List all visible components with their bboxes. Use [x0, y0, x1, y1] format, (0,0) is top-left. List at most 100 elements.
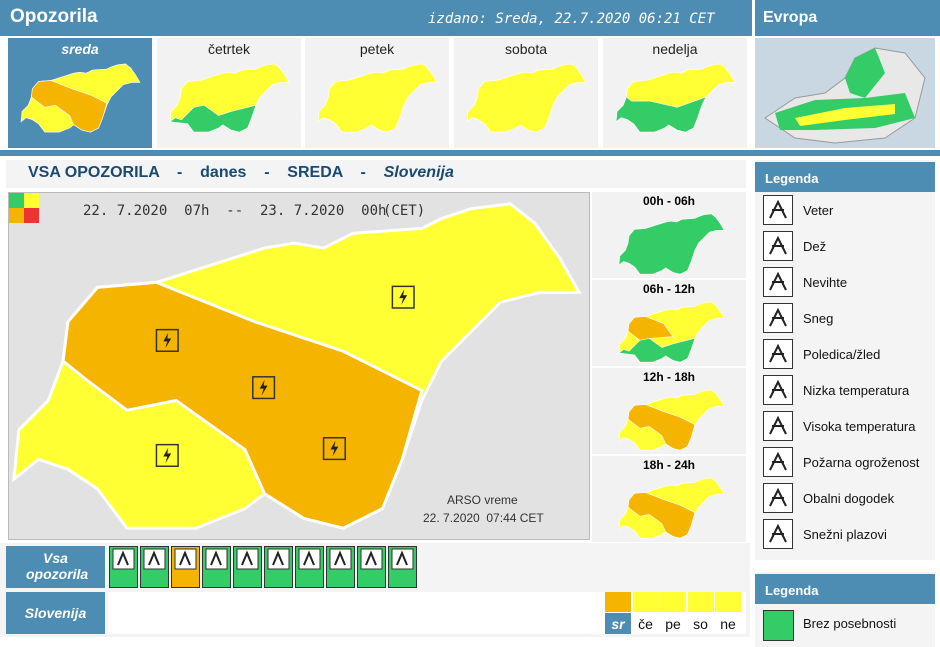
- day-level: [687, 592, 714, 612]
- map-timezone: (CET): [383, 203, 426, 219]
- warning-icon[interactable]: [264, 546, 293, 588]
- warning-region: [627, 492, 696, 539]
- icon-frame: [391, 285, 415, 309]
- day-thumbnail[interactable]: petek: [305, 38, 449, 148]
- day-level: [632, 592, 659, 612]
- europe-header[interactable]: Evropa: [755, 0, 940, 36]
- legend-item: Poledica/žled: [803, 347, 881, 362]
- warning-region: [618, 213, 725, 275]
- day-abbrev[interactable]: so: [693, 616, 708, 632]
- glyph: [769, 523, 787, 543]
- legend-icon: [763, 303, 793, 333]
- day-abbrev[interactable]: ne: [720, 616, 736, 632]
- slovenia-map: [618, 301, 725, 363]
- warning-icon[interactable]: [140, 546, 169, 588]
- legend2-title: Legenda: [755, 574, 935, 604]
- warning-icon[interactable]: [295, 546, 324, 588]
- legend-item: Snežni plazovi: [803, 527, 887, 542]
- glyph: [769, 199, 787, 219]
- glyph: [303, 550, 315, 566]
- legend-glyph: [769, 487, 787, 507]
- warning-region: [626, 63, 736, 108]
- heading-region: Slovenija: [383, 164, 454, 181]
- day-abbrev[interactable]: če: [638, 616, 653, 632]
- warning-region: [169, 104, 257, 133]
- warning-icon[interactable]: [109, 546, 138, 588]
- heading-today: danes: [200, 164, 247, 181]
- europe-title[interactable]: Evropa: [763, 9, 818, 26]
- lightning-icon: [322, 437, 346, 461]
- key-orange: [9, 208, 24, 223]
- legend-glyph: [769, 379, 787, 399]
- legend-icon: [763, 375, 793, 405]
- period-panel: 00h - 06h: [592, 192, 746, 278]
- legend-icon: [763, 231, 793, 261]
- icon-bolt: [163, 332, 172, 349]
- legend-glyph: [769, 235, 787, 255]
- glyph: [148, 550, 160, 566]
- heading: VSA OPOZORILA - danes - SREDA - Slovenij…: [6, 160, 746, 188]
- day-abbrev[interactable]: pe: [665, 616, 681, 632]
- legend-glyph: [769, 343, 787, 363]
- legend-icon: [763, 339, 793, 369]
- legend-glyph: [769, 451, 787, 471]
- warning-glyph: [329, 548, 352, 570]
- glyph: [769, 451, 787, 471]
- glyph: [769, 487, 787, 507]
- slovenia-map: [12, 202, 582, 530]
- legend-glyph: [769, 271, 787, 291]
- header-title: Opozorila: [10, 6, 98, 27]
- warning-glyph: [112, 548, 135, 570]
- warning-icon[interactable]: [202, 546, 231, 588]
- warning-icon[interactable]: [171, 546, 200, 588]
- legend-icon: [763, 195, 793, 225]
- region-label[interactable]: Slovenija: [6, 592, 105, 634]
- day-abbrev[interactable]: sr: [605, 613, 631, 634]
- slovenia-map: [618, 389, 725, 451]
- glyph: [769, 343, 787, 363]
- map-source: ARSO vreme: [447, 493, 518, 507]
- glyph: [769, 271, 787, 291]
- warning-icon[interactable]: [326, 546, 355, 588]
- period-panel: 06h - 12h: [592, 280, 746, 366]
- slovenia-map: [317, 63, 438, 133]
- slovenia-map: [169, 63, 290, 133]
- all-warnings-label[interactable]: Vsa opozorila: [6, 546, 105, 588]
- region: [845, 48, 885, 98]
- day-thumbnail[interactable]: sreda: [8, 38, 152, 148]
- warning-glyph: [267, 548, 290, 570]
- region: [795, 104, 895, 126]
- warning-glyph: [391, 548, 414, 570]
- issued-date: izdano: Sreda, 22.7.2020 06:21 CET: [428, 11, 715, 27]
- legend-item: Veter: [803, 203, 834, 218]
- day-label[interactable]: sreda: [61, 41, 99, 57]
- day-thumbnail[interactable]: četrtek: [157, 38, 301, 148]
- warning-glyph: [360, 548, 383, 570]
- europe-map[interactable]: [755, 38, 935, 148]
- day-label[interactable]: nedelja: [652, 41, 698, 57]
- warning-glyph: [236, 548, 259, 570]
- warning-icon[interactable]: [357, 546, 386, 588]
- warning-icon[interactable]: [388, 546, 417, 588]
- legend-glyph: [769, 523, 787, 543]
- lightning-icon: [252, 376, 276, 400]
- icon-frame: [322, 437, 346, 461]
- europe-map-graphic: [764, 47, 926, 144]
- glyph: [117, 550, 129, 566]
- glyph: [769, 379, 787, 399]
- day-thumbnail[interactable]: sobota: [454, 38, 598, 148]
- warning-icon[interactable]: [233, 546, 262, 588]
- key-yellow: [24, 193, 39, 208]
- legend-panel: Legenda Veter Dež Nevihte Sneg Poledica/žled…: [755, 160, 935, 560]
- glyph: [241, 550, 253, 566]
- day-label[interactable]: petek: [359, 41, 395, 57]
- slovenia-map: [618, 213, 725, 275]
- icon-bolt: [330, 440, 339, 457]
- separator: -: [177, 164, 183, 181]
- legend2-swatch: [763, 610, 794, 641]
- day-thumbnail[interactable]: nedelja: [603, 38, 747, 148]
- day-label[interactable]: četrtek: [207, 41, 250, 57]
- day-label[interactable]: sobota: [504, 41, 548, 57]
- legend2-item: Brez posebnosti: [803, 616, 897, 631]
- warning-glyph: [298, 548, 321, 570]
